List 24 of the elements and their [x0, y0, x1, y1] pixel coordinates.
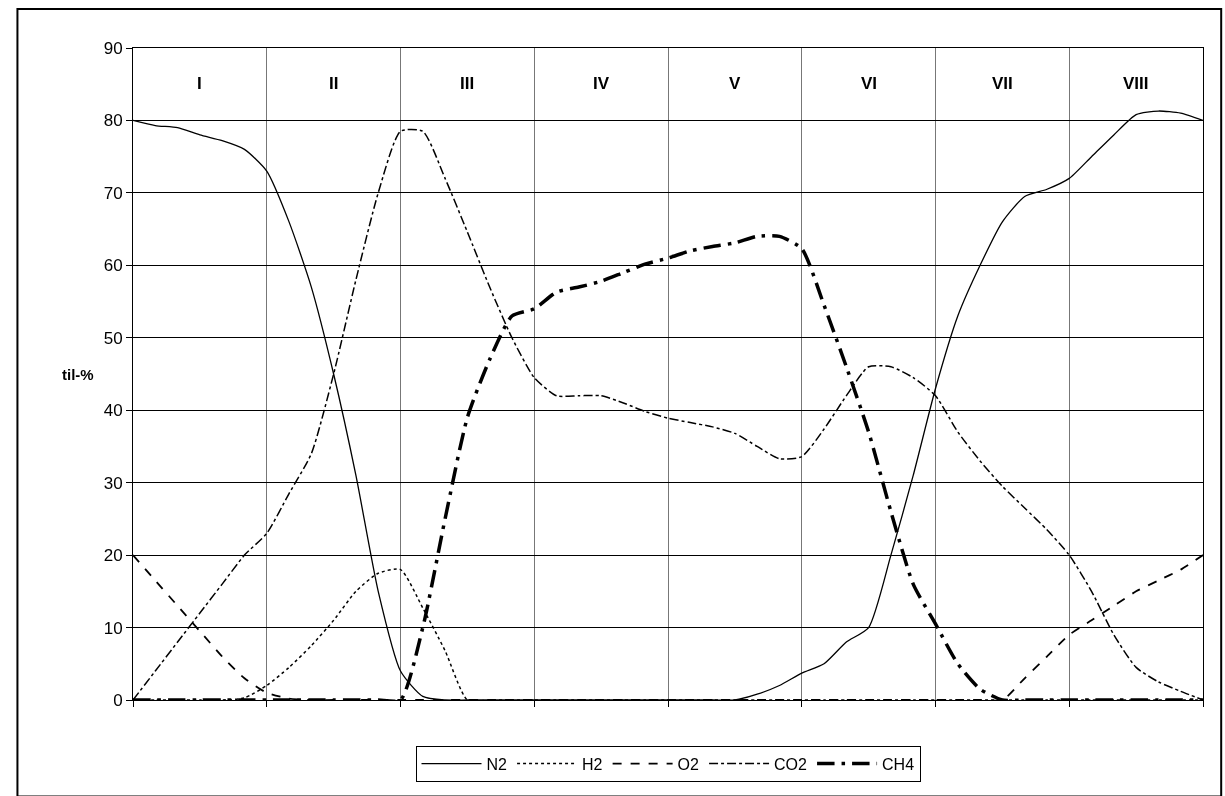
annotation: III	[460, 74, 475, 93]
legend-label: H2	[582, 755, 603, 773]
y-tick-label: 60	[103, 256, 123, 276]
y-tick-label: 10	[103, 618, 123, 638]
y-axis-title: til-%	[62, 366, 94, 383]
y-tick-label: 80	[103, 111, 123, 131]
annotation: V	[729, 74, 741, 93]
legend-label: CO2	[774, 755, 808, 773]
y-tick-label: 70	[103, 183, 123, 203]
annotation: VI	[861, 74, 878, 93]
y-tick-label: 30	[103, 473, 123, 493]
legend-label: N2	[486, 755, 508, 773]
annotation: IV	[593, 74, 610, 93]
annotation: I	[197, 74, 202, 93]
legend-label: CH4	[882, 755, 915, 773]
y-tick-label: 40	[103, 401, 123, 421]
y-tick-label: 0	[113, 690, 123, 710]
y-tick-label: 50	[103, 328, 123, 348]
annotation: VII	[992, 74, 1013, 93]
y-tick-label: 20	[103, 546, 123, 566]
annotation: II	[329, 74, 339, 93]
legend-label: O2	[677, 755, 700, 773]
y-tick-label: 90	[103, 38, 123, 58]
annotation: VIII	[1123, 74, 1149, 93]
